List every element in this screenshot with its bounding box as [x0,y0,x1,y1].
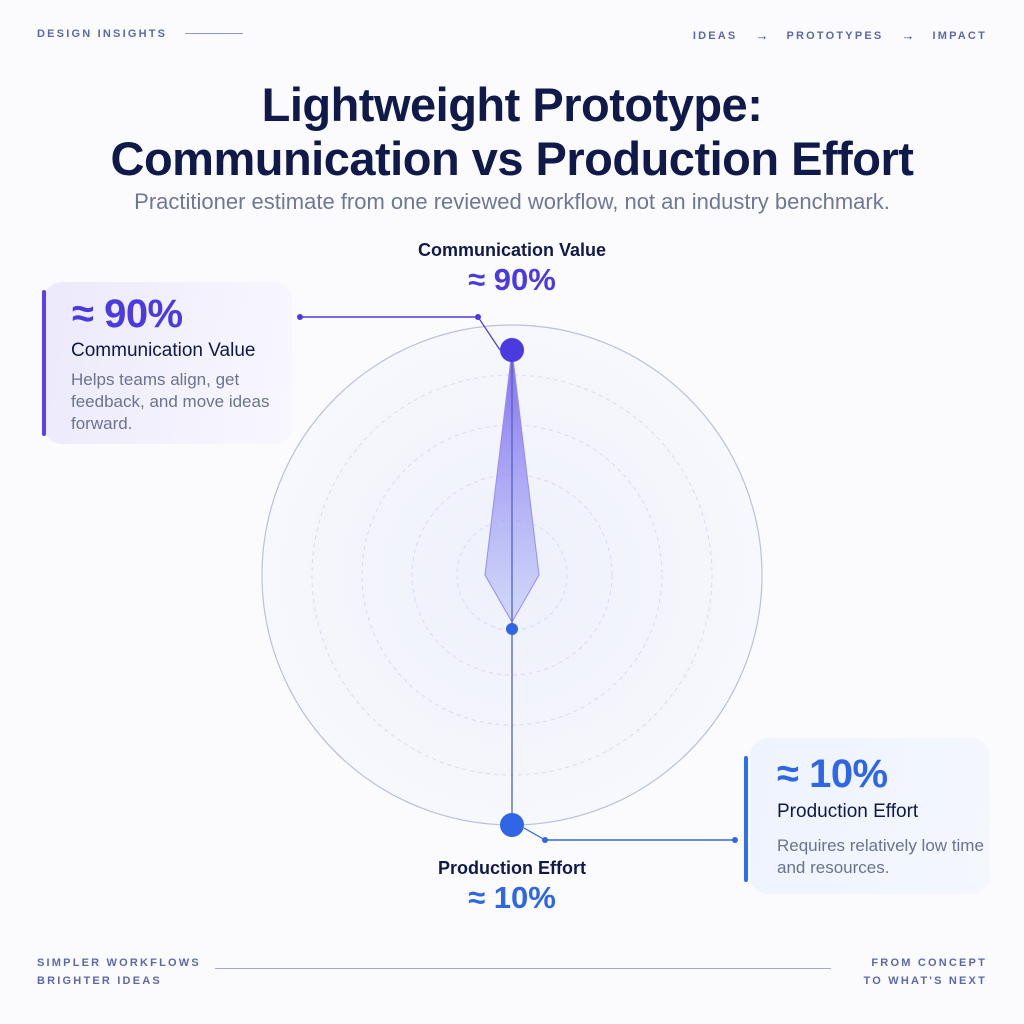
page-subtitle: Practitioner estimate from one reviewed … [134,189,890,214]
breadcrumb-item-ideas: IDEAS [692,29,738,42]
arrow-right-icon: → [755,28,769,43]
footer-tagline-left: SIMPLER WORKFLOWS BRIGHTER IDEAS [37,954,201,990]
footer-right-line-1: FROM CONCEPT [871,957,987,969]
footer-left-line-2: BRIGHTER IDEAS [37,975,162,987]
footer-rule [215,968,831,969]
connector-dot [732,837,738,843]
callout-value-production: ≈ 10% [777,752,888,796]
callout-title-production: Production Effort [777,801,919,822]
point-communication [500,338,524,362]
arrow-right-icon: → [901,28,915,43]
kicker-rule [185,33,243,34]
point-production-inner [506,623,518,635]
callout-accent-bar [744,756,748,882]
axis-label-communication: Communication Value [417,240,607,260]
footer-tagline-right: FROM CONCEPT TO WHAT'S NEXT [864,954,987,990]
callout-title-communication: Communication Value [71,340,256,361]
title-line-2: Communication vs Production Effort [110,132,914,185]
breadcrumb-item-prototypes: PROTOTYPES [786,29,884,42]
breadcrumb-item-impact: IMPACT [932,29,987,42]
footer-left-line-1: SIMPLER WORKFLOWS [37,957,201,969]
breadcrumb: IDEAS → PROTOTYPES → IMPACT [693,28,987,43]
connector-link [523,827,546,841]
callout-accent-bar [42,290,46,436]
callout-card-production [750,738,990,894]
point-production [500,813,524,837]
title-line-1: Lightweight Prototype: [261,78,763,131]
connector-link [477,316,501,351]
connector-dot [297,314,303,320]
axis-value-communication: ≈ 90% [468,262,556,297]
callout-description-production: Requires relatively low time and resourc… [777,836,984,877]
callout-card-communication [44,282,292,444]
kicker: DESIGN INSIGHTS [37,28,168,40]
footer-right-line-2: TO WHAT'S NEXT [863,975,987,987]
axis-value-production: ≈ 10% [468,880,556,915]
chart-grid-ring [411,474,613,676]
callout-value-communication: ≈ 90% [72,292,183,336]
axis-label-production: Production Effort [438,858,586,878]
callout-description-communication: Helps teams align, get feedback, and mov… [71,370,270,433]
page-title: Lightweight Prototype: Communication vs … [0,78,1024,186]
